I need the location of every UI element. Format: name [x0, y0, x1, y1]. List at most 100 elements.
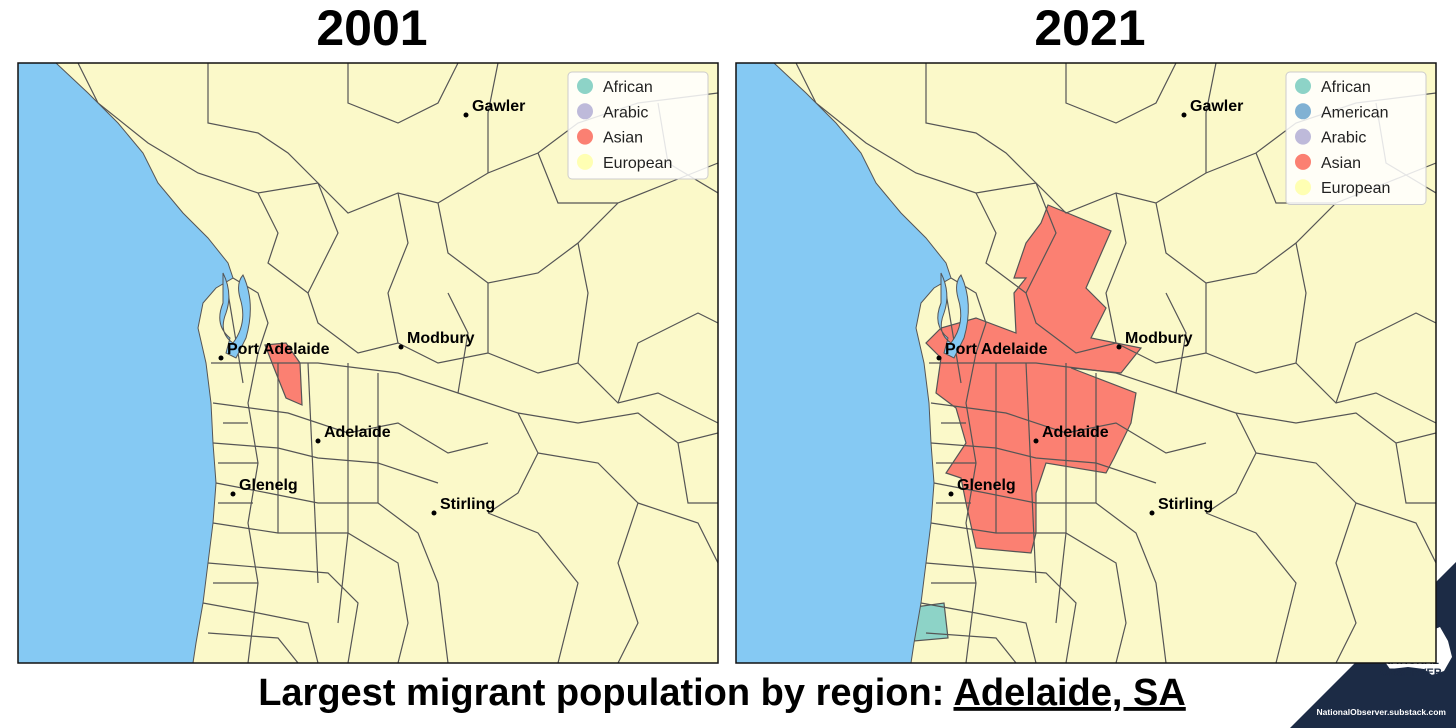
- map-panel: Gawler Port Adelaide Modbury Adelaide Glenel…: [17, 62, 719, 664]
- legend-marker: [577, 153, 593, 170]
- boundary: [202, 602, 319, 663]
- region: [264, 342, 303, 406]
- legend-marker: [577, 128, 593, 145]
- boundary: [930, 522, 1127, 663]
- boundary: [487, 512, 579, 663]
- boundary: [1355, 502, 1436, 564]
- boundary: [1205, 63, 1217, 173]
- footer-link: Adelaide, SA: [953, 672, 1185, 714]
- boundary: [930, 402, 1207, 454]
- legend-label: European: [603, 155, 672, 172]
- legend-label: Arabic: [1321, 130, 1366, 147]
- place-label: Glenelg: [957, 477, 1016, 494]
- legend-marker: [1295, 179, 1311, 196]
- footer-title: Largest migrant population by region: Ad…: [258, 672, 1186, 714]
- map-frame: [735, 62, 1437, 664]
- logo-line2: OBSERVER: [1380, 667, 1442, 679]
- boundary: [577, 242, 589, 364]
- boundary: [537, 452, 639, 663]
- legend-marker: [1295, 128, 1311, 145]
- boundary: [1335, 312, 1436, 404]
- boundary: [929, 362, 1257, 514]
- map-panel: Gawler Port Adelaide Modbury Adelaide Glenel…: [735, 62, 1437, 664]
- place-dot: [431, 510, 437, 516]
- boundary: [212, 522, 409, 663]
- legend-box: [1285, 71, 1427, 205]
- map-title: 2001: [316, 0, 427, 56]
- place-label: Gawler: [472, 98, 525, 115]
- boundary: [950, 277, 987, 663]
- footer-text: Largest migrant population by region:: [258, 672, 953, 714]
- legend-label: Arabic: [603, 104, 648, 121]
- legend: African Arabic Asian European: [567, 71, 709, 180]
- boundary: [207, 562, 359, 663]
- place-dot: [1149, 510, 1155, 516]
- boundary: [945, 292, 962, 384]
- sea: [736, 63, 952, 663]
- place-label: Gawler: [1190, 98, 1243, 115]
- boundary: [207, 632, 299, 663]
- legend-box: [567, 71, 709, 180]
- boundary: [925, 632, 1017, 663]
- legend-marker: [577, 103, 593, 120]
- logo-url: NationalObserver.substack.com: [1317, 707, 1447, 717]
- legend-label: American: [1321, 104, 1389, 121]
- legend-marker: [1295, 103, 1311, 120]
- map-title: 2021: [1034, 0, 1145, 56]
- map-frame: [17, 62, 719, 664]
- boundary: [437, 162, 718, 284]
- place-label: Modbury: [407, 330, 475, 347]
- boundary: [337, 363, 349, 624]
- boundary: [925, 63, 1037, 184]
- boundary: [637, 502, 718, 564]
- place-dot: [1116, 344, 1122, 350]
- boundary: [1105, 192, 1127, 344]
- legend-label: African: [1321, 79, 1371, 96]
- boundary: [232, 277, 269, 663]
- legend-label: African: [603, 79, 653, 96]
- boundary: [347, 63, 459, 124]
- boundary: [1055, 363, 1067, 624]
- place-label: Modbury: [1125, 330, 1193, 347]
- boundary: [307, 182, 339, 294]
- legend-label: Asian: [603, 130, 643, 147]
- legend-label: European: [1321, 180, 1390, 197]
- boundary: [1065, 63, 1177, 124]
- sea: [18, 63, 234, 663]
- boundary: [211, 362, 539, 514]
- boundary: [930, 442, 1157, 484]
- place-label: Stirling: [1158, 496, 1213, 513]
- boundary: [975, 192, 1436, 424]
- boundary: [257, 192, 718, 424]
- place-label: Glenelg: [239, 477, 298, 494]
- region: [925, 204, 1143, 554]
- place-dot: [218, 355, 224, 361]
- place-label: Adelaide: [324, 424, 391, 441]
- boundary: [517, 412, 718, 444]
- place-dot: [315, 438, 321, 444]
- boundary: [617, 312, 718, 404]
- boundary: [207, 63, 319, 184]
- legend-marker: [1295, 153, 1311, 170]
- place-label: Port Adelaide: [945, 341, 1048, 358]
- boundary: [1235, 412, 1436, 444]
- boundary: [212, 442, 439, 484]
- river: [937, 272, 969, 359]
- boundary: [1255, 452, 1357, 663]
- boundary: [1025, 362, 1037, 584]
- legend: African American Arabic Asian European: [1285, 71, 1427, 205]
- place-dot: [936, 355, 942, 361]
- place-dot: [1033, 438, 1039, 444]
- place-label: Adelaide: [1042, 424, 1109, 441]
- boundary: [1025, 182, 1057, 294]
- boundary: [447, 292, 469, 394]
- boundary: [307, 362, 319, 584]
- place-dot: [1181, 112, 1187, 118]
- boundary: [677, 442, 718, 504]
- boundary: [1295, 242, 1307, 364]
- place-dot: [948, 491, 954, 497]
- place-dot: [463, 112, 469, 118]
- river: [219, 272, 251, 359]
